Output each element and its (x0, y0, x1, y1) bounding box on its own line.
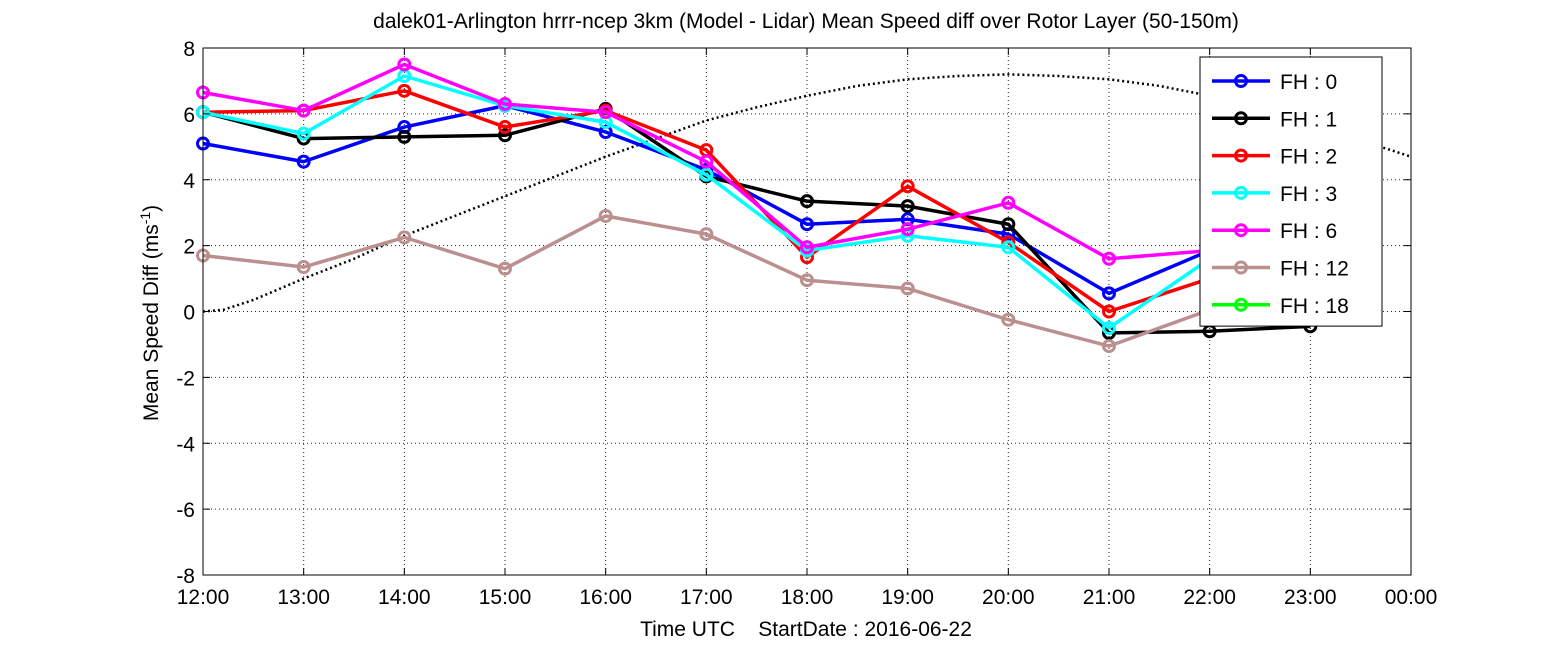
legend-label: FH : 6 (1280, 220, 1337, 243)
data-point (598, 105, 613, 120)
x-tick-label: 14:00 (378, 586, 431, 609)
data-point (1001, 240, 1016, 255)
y-axis-label-main: Mean Speed Diff (ms (140, 224, 163, 421)
data-point (397, 57, 412, 72)
data-point (296, 260, 311, 275)
legend: FH : 0 FH : 1 FH : 2 FH : 3 FH : 6 FH : 12 FH … (1199, 56, 1383, 327)
series-line (202, 89, 1211, 314)
series-0 (196, 98, 1217, 301)
x-axis-label: Time UTC StartDate : 2016-06-22 (640, 618, 972, 641)
data-point (699, 227, 714, 242)
legend-item: FH : 3 (1212, 183, 1337, 206)
legend-marker (1234, 148, 1248, 163)
data-point (598, 208, 613, 223)
legend-label: FH : 3 (1280, 183, 1337, 206)
legend-item: FH : 2 (1212, 146, 1337, 169)
data-point (498, 96, 512, 111)
data-point (1001, 217, 1016, 232)
data-point (699, 167, 714, 182)
legend-item: FH : 18 (1212, 295, 1349, 318)
x-axis-ticks: 12:00 13:00 14:00 15:00 16:00 17:00 18:00 19:00… (177, 48, 1438, 609)
legend-label: FH : 12 (1280, 258, 1349, 281)
x-tick-label: 23:00 (1284, 586, 1337, 609)
series-lines (196, 57, 1318, 354)
data-point (296, 126, 311, 141)
legend-marker (1234, 185, 1248, 200)
legend-label: FH : 1 (1280, 108, 1337, 131)
x-tick-label: 15:00 (479, 586, 532, 609)
x-tick-label: 16:00 (579, 586, 632, 609)
series-line (202, 74, 1211, 330)
data-point (397, 129, 412, 144)
data-point (1001, 195, 1016, 210)
data-point (296, 154, 311, 169)
series-1 (196, 101, 1318, 340)
y-tick-label: -6 (176, 499, 195, 522)
legend-item: FH : 12 (1212, 258, 1349, 281)
x-tick-label: 00:00 (1385, 586, 1438, 609)
data-point (498, 120, 512, 135)
legend-label: FH : 2 (1280, 146, 1337, 169)
series-3 (196, 68, 1217, 335)
series-line (202, 214, 1211, 348)
y-axis-label: Mean Speed Diff (ms-1) (137, 205, 163, 421)
data-point (800, 240, 814, 255)
data-point (1102, 251, 1116, 266)
data-point (900, 199, 915, 214)
x-tick-label: 13:00 (277, 586, 330, 609)
legend-marker (1234, 260, 1248, 275)
x-tick-label: 22:00 (1183, 586, 1236, 609)
data-point (498, 128, 512, 143)
legend-marker (1234, 223, 1248, 238)
data-point (1102, 339, 1116, 354)
y-tick-label: 0 (183, 302, 195, 325)
data-point (397, 83, 412, 98)
y-axis-ticks: 8 6 4 2 0 -2 -4 -6 -8 (176, 38, 1411, 588)
data-point (699, 154, 714, 169)
series-line (202, 103, 1211, 296)
y-tick-label: -2 (176, 367, 195, 390)
series-line (202, 107, 1311, 335)
y-tick-label: -8 (176, 565, 195, 588)
data-point (800, 217, 814, 232)
y-tick-label: -4 (176, 433, 195, 456)
data-point (900, 222, 915, 237)
data-point (1001, 312, 1016, 327)
x-tick-label: 19:00 (881, 586, 934, 609)
chart-title: dalek01-Arlington hrrr-ncep 3km (Model -… (373, 10, 1239, 33)
data-point (800, 194, 814, 209)
legend-marker (1234, 297, 1248, 312)
data-point (296, 103, 311, 118)
legend-marker (1234, 74, 1248, 88)
x-tick-label: 21:00 (1083, 586, 1136, 609)
y-tick-label: 8 (183, 38, 195, 61)
legend-item: FH : 1 (1212, 108, 1337, 131)
series-line (202, 62, 1210, 261)
legend-label: FH : 0 (1280, 71, 1337, 94)
legend-marker (1234, 111, 1248, 126)
data-point (397, 230, 412, 245)
y-axis-label-superscript: -1 (137, 212, 153, 225)
x-tick-label: 20:00 (982, 586, 1035, 609)
y-tick-label: 2 (183, 236, 195, 259)
y-tick-label: 6 (183, 104, 195, 127)
x-tick-label: 12:00 (177, 586, 230, 609)
data-point (498, 261, 512, 276)
legend-label: FH : 18 (1280, 295, 1349, 318)
legend-item: FH : 0 (1212, 71, 1337, 94)
y-axis-label-close: ) (140, 205, 163, 212)
x-tick-label: 17:00 (680, 586, 733, 609)
data-point (1102, 304, 1116, 319)
data-point (1102, 286, 1116, 301)
legend-item: FH : 6 (1212, 220, 1337, 243)
data-point (900, 179, 915, 194)
data-point (1102, 320, 1116, 335)
x-tick-label: 18:00 (781, 586, 834, 609)
data-point (900, 281, 915, 296)
data-point (800, 273, 814, 288)
y-tick-label: 4 (183, 170, 195, 193)
